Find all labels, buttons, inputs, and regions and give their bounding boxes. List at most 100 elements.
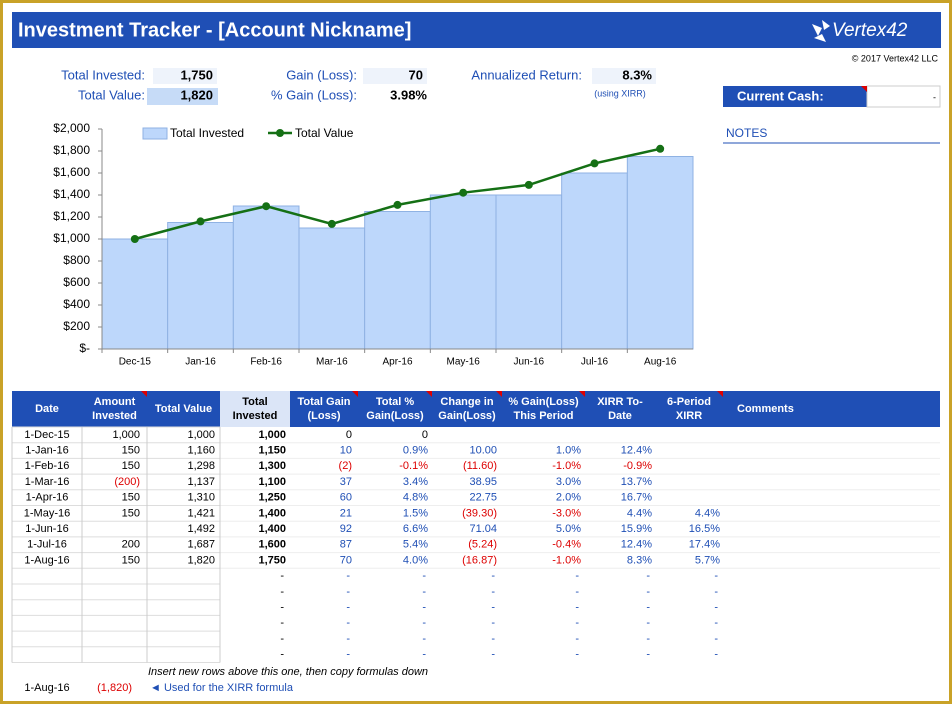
- cell: -: [491, 617, 495, 629]
- summary-label: % Gain (Loss):: [271, 87, 357, 102]
- column-header: Total: [242, 396, 267, 408]
- summary-label: Gain (Loss):: [286, 67, 357, 82]
- cell: -: [422, 633, 426, 645]
- cell: (16.87): [462, 554, 497, 566]
- x-tick-label: May-16: [446, 357, 480, 368]
- column-header: Total %: [376, 396, 415, 408]
- cell: 13.7%: [621, 476, 652, 488]
- bar: [232, 205, 300, 350]
- column-header: 6-Period: [667, 396, 711, 408]
- y-tick-label: $2,000: [53, 121, 90, 135]
- cell: 60: [340, 492, 352, 504]
- cell: 1,750: [258, 554, 286, 566]
- cell: (39.30): [462, 507, 497, 519]
- cell: 200: [122, 539, 140, 551]
- cell: (200): [114, 476, 140, 488]
- cell: 1,150: [258, 444, 286, 456]
- legend-swatch: [142, 127, 168, 140]
- title-bar: [12, 12, 941, 48]
- legend-label: Total Invested: [170, 126, 244, 140]
- cell: 1.5%: [403, 507, 428, 519]
- cell: 8.3%: [627, 554, 652, 566]
- cell: 1-Feb-16: [25, 460, 70, 472]
- header-cell: [220, 391, 290, 427]
- cell: 2.0%: [556, 492, 581, 504]
- column-header: Date: [608, 410, 632, 422]
- cell: 5.0%: [556, 523, 581, 535]
- cell: -: [422, 570, 426, 582]
- column-header: This Period: [514, 410, 574, 422]
- summary-label: Total Invested:: [61, 67, 145, 82]
- cell: 150: [122, 460, 140, 472]
- x-tick-label: Dec-15: [119, 357, 152, 368]
- value-box: [363, 68, 427, 84]
- cell: -: [422, 649, 426, 661]
- cell: -: [714, 601, 718, 613]
- cell: -: [575, 586, 579, 598]
- cell: 16.7%: [621, 492, 652, 504]
- point: [327, 219, 336, 228]
- cell: 71.04: [469, 523, 497, 535]
- x-tick-label: Feb-16: [250, 357, 282, 368]
- notes-label: NOTES: [726, 126, 767, 140]
- cell: 10.00: [469, 444, 497, 456]
- column-header: Comments: [737, 403, 794, 415]
- copyright: © 2017 Vertex42 LLC: [852, 53, 939, 63]
- cell: (2): [339, 460, 352, 472]
- point: [262, 202, 271, 211]
- x-tick-label: Jan-16: [185, 357, 216, 368]
- cell: 16.5%: [689, 523, 720, 535]
- column-header: Gain(Loss): [366, 410, 424, 422]
- cell: 1,310: [187, 492, 215, 504]
- cell: -: [280, 570, 284, 582]
- bar: [364, 211, 431, 350]
- column-header: Gain(Loss): [438, 410, 496, 422]
- y-tick-label: $200: [63, 319, 90, 333]
- cell: 1,250: [258, 492, 286, 504]
- point: [459, 188, 468, 197]
- header-bar: [12, 391, 940, 427]
- column-header: Change in: [440, 396, 493, 408]
- cell: 1-Jun-16: [25, 523, 68, 535]
- column-header: Amount: [94, 396, 136, 408]
- cell: -: [714, 617, 718, 629]
- summary-label: Annualized Return:: [471, 67, 582, 82]
- cell: 1,298: [187, 460, 215, 472]
- cell: 1-Dec-15: [24, 429, 69, 441]
- cell: -: [575, 570, 579, 582]
- cell: -: [714, 649, 718, 661]
- cash-label: Current Cash:: [737, 88, 824, 103]
- cell: 0.9%: [403, 444, 428, 456]
- cell: -: [575, 617, 579, 629]
- cell: 5.7%: [695, 554, 720, 566]
- cell: -: [491, 570, 495, 582]
- column-header: (Loss): [308, 410, 341, 422]
- cell: 4.4%: [627, 507, 652, 519]
- summary-value: 1,820: [180, 87, 213, 102]
- cell: 92: [340, 523, 352, 535]
- cell: -: [346, 586, 350, 598]
- cell: 1,687: [187, 539, 215, 551]
- cell: 1-Apr-16: [26, 492, 69, 504]
- footer-note: ◄ Used for the XIRR formula: [150, 682, 294, 694]
- footer-date: 1-Aug-16: [24, 682, 69, 694]
- cell: -: [491, 649, 495, 661]
- column-header: XIRR: [676, 410, 702, 422]
- cash-value: -: [933, 92, 936, 102]
- insert-note: Insert new rows above this one, then cop…: [148, 666, 428, 678]
- y-tick-label: $1,600: [53, 165, 90, 179]
- column-header: Total Gain: [298, 396, 351, 408]
- cell: (11.60): [463, 460, 497, 472]
- cell: -: [714, 633, 718, 645]
- cell: 1,492: [187, 523, 215, 535]
- cell: 1-Aug-16: [24, 554, 69, 566]
- x-tick-label: Jun-16: [514, 357, 545, 368]
- cell: 1,400: [258, 523, 286, 535]
- cell: 10: [340, 444, 352, 456]
- y-tick-label: $1,200: [53, 209, 90, 223]
- cell: -: [346, 601, 350, 613]
- cell: 0: [346, 429, 352, 441]
- bar: [298, 227, 366, 350]
